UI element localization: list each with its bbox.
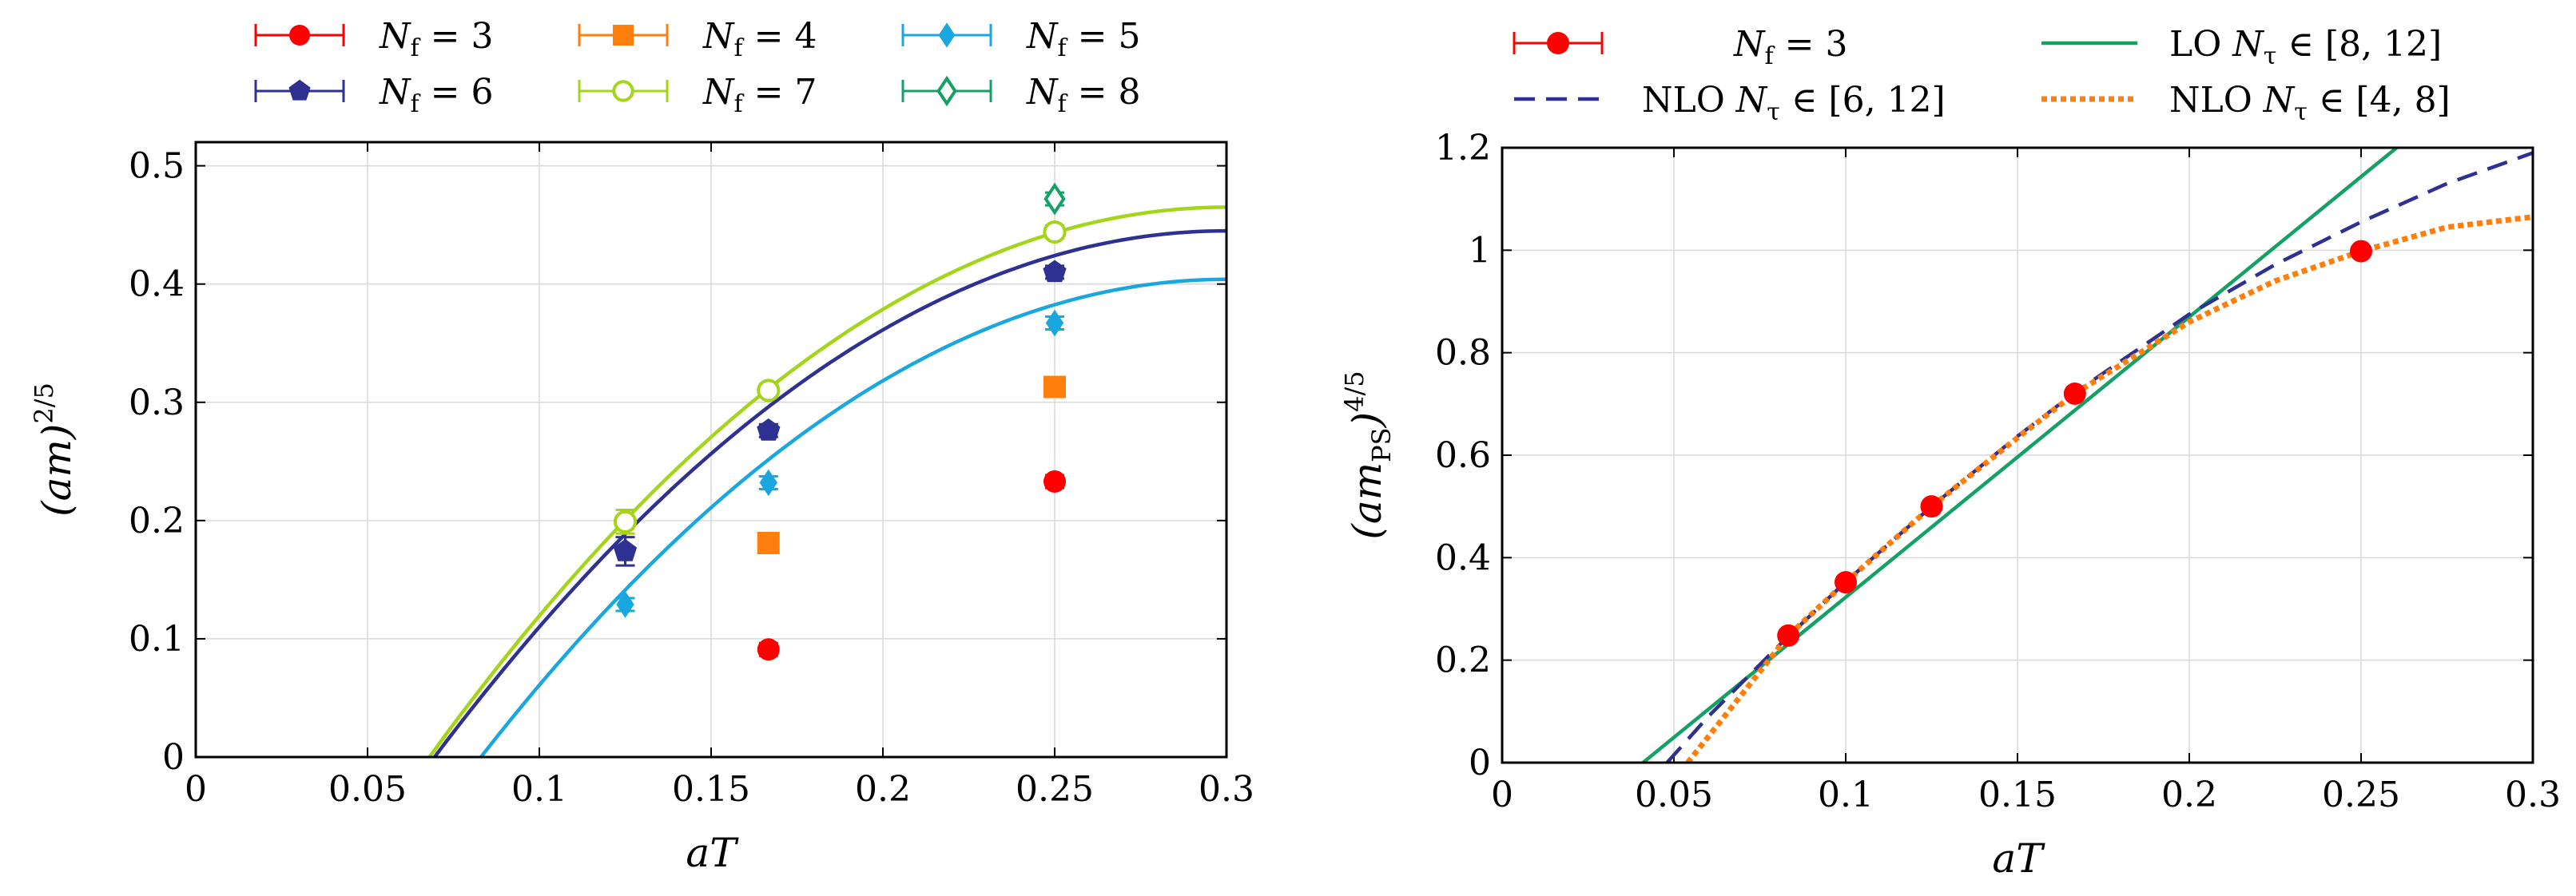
marker-open-diamond [936, 75, 957, 107]
y-tick-label: 0.1 [129, 619, 185, 660]
marker-circle [757, 638, 780, 661]
legend-label: Nf = 7 [702, 72, 817, 118]
x-tick-label: 0 [1491, 775, 1513, 815]
x-tick-label: 0.15 [672, 769, 750, 810]
legend-marker [1547, 32, 1569, 54]
marker-open-diamond [1044, 182, 1066, 216]
legend-item: Nf = 7 [578, 72, 817, 118]
marker-open-circle [613, 509, 638, 533]
plot-frame [194, 141, 1228, 759]
y-tick-label: 0.4 [1435, 537, 1491, 578]
y-tick-label: 1.2 [1435, 128, 1491, 168]
legend-label: Nf = 8 [1026, 72, 1140, 118]
x-tick-label: 0.3 [2505, 775, 2561, 815]
marker-square [613, 25, 634, 46]
x-tick-label: 0.25 [1016, 769, 1094, 810]
legend-item: Nf = 3 [254, 16, 493, 62]
legend-item: Nf = 6 [254, 72, 493, 118]
right-panel: 0 0.05 0.1 0.15 0.2 0.25 0.3 0 0.2 0.4 0.6 0.8 1 1.2 a… [1339, 24, 2561, 882]
fit-curve [479, 277, 1226, 757]
x-tick-label: 0.15 [1978, 775, 2057, 815]
x-tick-label: 0 [185, 769, 207, 810]
fit-curve [427, 205, 1226, 757]
x-tick-label: 0.05 [1635, 775, 1713, 815]
marker-pentagon [1043, 260, 1067, 283]
data-point [1920, 495, 1943, 518]
y-tick-label: 0.2 [129, 501, 185, 541]
marker-diamond [616, 591, 634, 618]
legend-item: NLO Nτ ∈ [6, 12] [1514, 80, 1946, 126]
marker-pentagon [288, 79, 311, 101]
marker-square [1044, 375, 1066, 398]
x-tick-label: 0.25 [2322, 775, 2400, 815]
fit-curve [433, 228, 1226, 757]
x-tick-label: 0.1 [1818, 775, 1874, 815]
legend-item: NLO Nτ ∈ [4, 8] [2041, 80, 2451, 126]
legend-label: Nf = 5 [1026, 16, 1140, 62]
y-tick-label: 0.3 [129, 383, 185, 423]
legend-label: Nf = 4 [702, 16, 817, 62]
legend-label: Nf = 3 [1733, 24, 1847, 70]
marker-diamond [938, 22, 956, 48]
y-tick-label: 0 [1469, 743, 1491, 783]
marker-open-circle [757, 379, 781, 402]
x-tick-label: 0.05 [328, 769, 407, 810]
y-tick-label: 1 [1469, 230, 1491, 271]
plot-area [427, 182, 1226, 757]
marker-pentagon [613, 538, 638, 561]
y-axis-title: (am)2/5 [29, 383, 80, 517]
marker-diamond [759, 469, 778, 497]
fit-line [1641, 148, 2400, 763]
marker-circle [289, 25, 310, 46]
legend-label: LO Nτ ∈ [8, 12] [2169, 24, 2442, 70]
legend-item: Nf = 5 [901, 16, 1140, 62]
legend-item: Nf = 4 [578, 16, 817, 62]
fit-line [1665, 151, 2533, 763]
y-tick-label: 0 [162, 737, 185, 778]
y-tick-label: 0.6 [1435, 435, 1491, 476]
y-tick-label: 0.4 [129, 264, 185, 305]
x-tick-label: 0.2 [855, 769, 911, 810]
marker-open-circle [1043, 220, 1067, 244]
data-point [1835, 571, 1857, 594]
left-panel: 0 0.05 0.1 0.15 0.2 0.25 0.3 0 0.1 0.2 0.3 0.4 0.5 aT… [29, 16, 1254, 876]
y-axis-title: (amPS)4/5 [1339, 371, 1397, 539]
data-point [1777, 624, 1800, 647]
data-point [2063, 383, 2086, 405]
plot-frame [1501, 146, 2534, 764]
marker-square [757, 531, 780, 554]
y-tick-label: 0.8 [1435, 333, 1491, 374]
y-tick-label: 0.5 [129, 146, 185, 187]
data-point [2350, 240, 2372, 263]
y-tick-label: 0.2 [1435, 640, 1491, 681]
plot-area [1641, 148, 2533, 763]
x-axis-title: aT [1992, 835, 2045, 882]
x-tick-label: 0.2 [2161, 775, 2217, 815]
legend-label: NLO Nτ ∈ [4, 8] [2169, 80, 2451, 126]
marker-diamond [1045, 309, 1064, 337]
legend-label: Nf = 3 [379, 16, 493, 62]
legend-item: Nf = 3 [1513, 24, 1847, 70]
legend-item: Nf = 8 [901, 72, 1140, 118]
legend-item: LO Nτ ∈ [8, 12] [2041, 24, 2442, 70]
fit-line [1685, 214, 2533, 763]
x-axis-title: aT [686, 830, 739, 876]
x-tick-label: 0.3 [1199, 769, 1254, 810]
marker-open-circle [612, 80, 634, 102]
x-tick-label: 0.1 [511, 769, 567, 810]
marker-pentagon [757, 418, 781, 441]
legend-label: Nf = 6 [379, 72, 493, 118]
legend-label: NLO Nτ ∈ [6, 12] [1642, 80, 1946, 126]
marker-circle [1044, 470, 1066, 493]
